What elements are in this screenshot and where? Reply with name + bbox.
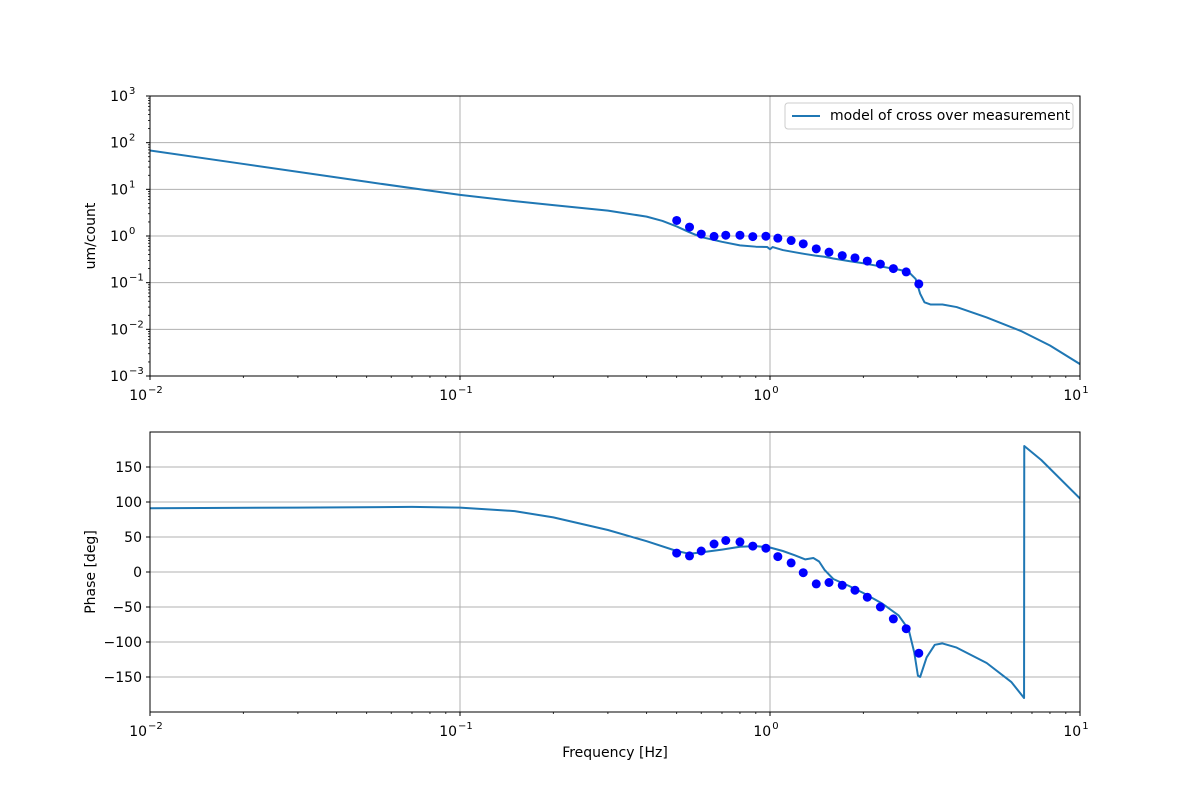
x-tick-label-exponent: −1 xyxy=(458,385,473,396)
magnitude-y-axis-label: um/count xyxy=(83,202,99,269)
measurement-point xyxy=(824,247,834,257)
measurement-point xyxy=(875,602,885,612)
measurement-point xyxy=(798,239,808,249)
measurement-point xyxy=(709,231,719,241)
x-tick-label-exponent: −2 xyxy=(148,385,163,396)
measurement-point xyxy=(837,580,847,590)
y-tick-label: 10 xyxy=(110,369,128,385)
measurement-point xyxy=(721,230,731,240)
measurement-point xyxy=(798,568,808,578)
measurement-point xyxy=(786,558,796,568)
measurement-point xyxy=(862,256,872,266)
y-tick-label: 50 xyxy=(124,530,142,546)
measurement-point xyxy=(685,222,695,232)
measurement-point xyxy=(850,253,860,263)
x-tick-label-exponent: 1 xyxy=(1082,721,1088,732)
measurement-point xyxy=(811,244,821,254)
x-tick-label-exponent: 1 xyxy=(1082,385,1088,396)
measurement-point xyxy=(901,267,911,277)
measurement-point xyxy=(748,232,758,242)
y-tick-label: 10 xyxy=(110,182,128,198)
x-tick-label-exponent: −2 xyxy=(148,721,163,732)
y-tick-label: 10 xyxy=(110,229,128,245)
measurement-point xyxy=(850,585,860,595)
measurement-point xyxy=(914,279,924,289)
measurement-point xyxy=(735,230,745,240)
measurement-point xyxy=(773,233,783,243)
measurement-point xyxy=(811,579,821,589)
legend: model of cross over measurement xyxy=(784,102,1074,130)
model-line xyxy=(150,149,1080,366)
magnitude-plot-area xyxy=(150,149,1080,366)
measurement-point xyxy=(888,614,898,624)
measurement-point xyxy=(672,215,682,225)
y-tick-label-exponent: 2 xyxy=(129,133,135,144)
y-tick-label: −150 xyxy=(104,670,142,686)
x-tick-label-exponent: 0 xyxy=(772,385,778,396)
y-tick-label: 10 xyxy=(110,276,128,292)
measurement-point xyxy=(786,236,796,246)
measurement-point xyxy=(696,229,706,239)
measurement-point xyxy=(761,231,771,241)
measurement-point xyxy=(672,548,682,558)
measurement-point xyxy=(837,251,847,261)
measurement-point xyxy=(709,539,719,549)
measurement-point xyxy=(914,648,924,658)
y-tick-label-exponent: 1 xyxy=(129,179,135,190)
measurement-point xyxy=(875,259,885,269)
model-line xyxy=(150,445,1080,699)
y-tick-label: 150 xyxy=(115,460,142,476)
measurement-point xyxy=(735,537,745,547)
legend-box xyxy=(784,102,1074,130)
measurement-point xyxy=(901,624,911,634)
measurement-point xyxy=(824,578,834,587)
measurement-point xyxy=(685,551,695,561)
y-tick-label: −50 xyxy=(112,600,142,616)
y-tick-label-exponent: −1 xyxy=(129,273,144,284)
y-tick-label: 10 xyxy=(110,136,128,152)
y-tick-label: 0 xyxy=(133,565,142,581)
phase-plot-area xyxy=(150,445,1080,699)
measurement-point xyxy=(888,264,898,274)
y-tick-label-exponent: 3 xyxy=(129,86,135,97)
y-tick-label: −100 xyxy=(104,635,142,651)
measurement-point xyxy=(862,592,872,602)
legend-label: model of cross over measurement xyxy=(830,108,1071,124)
measurement-point xyxy=(773,552,783,562)
x-tick-label-exponent: −1 xyxy=(458,721,473,732)
measurement-point xyxy=(696,546,706,556)
phase-x-axis-label: Frequency [Hz] xyxy=(562,745,668,761)
measurement-point xyxy=(721,536,731,545)
y-tick-label-exponent: 0 xyxy=(129,226,135,237)
magnitude-frame xyxy=(149,95,1081,377)
phase-y-axis-label: Phase [deg] xyxy=(83,530,99,614)
measurement-point xyxy=(761,543,771,553)
x-tick-label-exponent: 0 xyxy=(772,721,778,732)
y-tick-label: 10 xyxy=(110,322,128,338)
measurement-point xyxy=(748,541,758,551)
y-tick-label-exponent: −2 xyxy=(129,319,144,330)
y-tick-label: 10 xyxy=(110,89,128,105)
phase-frame xyxy=(149,431,1081,713)
phase-grid xyxy=(150,432,1080,712)
y-tick-label: 100 xyxy=(115,495,142,511)
y-tick-label-exponent: −3 xyxy=(129,366,144,377)
